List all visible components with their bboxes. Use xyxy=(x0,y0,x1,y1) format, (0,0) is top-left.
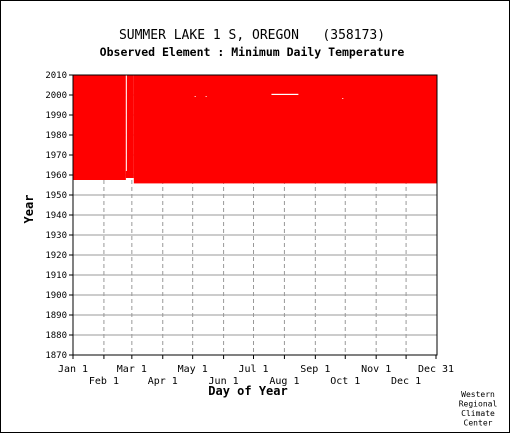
data-coverage-block xyxy=(73,75,126,180)
y-tick-label: 1940 xyxy=(45,211,67,221)
x-tick-label: Feb 1 xyxy=(89,376,119,387)
y-tick-label: 1920 xyxy=(45,251,67,261)
y-tick-label: 1880 xyxy=(45,331,67,341)
data-coverage-block xyxy=(133,75,437,184)
y-tick-label: 1900 xyxy=(45,291,67,301)
y-tick-label: 2000 xyxy=(45,91,67,101)
y-tick-label: 1890 xyxy=(45,311,67,321)
missing-data-gap xyxy=(342,98,344,99)
credit-line: Western xyxy=(461,390,495,399)
y-tick-label: 1930 xyxy=(45,231,67,241)
x-tick-label: Sep 1 xyxy=(300,364,330,375)
missing-data-gap xyxy=(194,96,196,97)
x-tick-label: Dec 1 xyxy=(391,376,421,387)
chart-title: SUMMER LAKE 1 S, OREGON (358173) xyxy=(119,28,385,43)
axes: 1870 1880 1890 1900 1910 1920 1930 1940 1950 1960… xyxy=(45,71,454,387)
missing-data-gap xyxy=(205,96,207,97)
y-tick-label: 1950 xyxy=(45,191,67,201)
x-tick-label: Jul 1 xyxy=(238,364,268,375)
data-layer xyxy=(73,75,437,184)
x-tick-label: Mar 1 xyxy=(117,364,147,375)
y-tick-label: 1970 xyxy=(45,151,67,161)
plot-border xyxy=(72,74,438,356)
x-tick-label: Aug 1 xyxy=(269,376,299,387)
missing-data-gap xyxy=(125,75,127,171)
x-tick-label: Jun 1 xyxy=(209,376,239,387)
data-coverage-block xyxy=(125,75,134,178)
chart-subtitle: Observed Element : Minimum Daily Tempera… xyxy=(100,45,405,59)
y-tick-label: 1870 xyxy=(45,351,67,361)
x-tick-label: Apr 1 xyxy=(148,376,178,387)
credit-line: Regional xyxy=(459,400,498,409)
y-axis-label: Year xyxy=(22,195,36,224)
x-tick-label: May 1 xyxy=(178,364,208,375)
y-tick-label: 1980 xyxy=(45,131,67,141)
credit-line: Climate xyxy=(461,409,495,418)
credit-line: Center xyxy=(464,419,493,428)
x-tick-label: Jan 1 xyxy=(58,364,88,375)
x-tick-label: Nov 1 xyxy=(361,364,391,375)
y-tick-label: 1910 xyxy=(45,271,67,281)
y-tick-label: 1960 xyxy=(45,171,67,181)
y-tick-label: 2010 xyxy=(45,71,67,81)
x-tick-label: Oct 1 xyxy=(330,376,360,387)
x-tick-label: Dec 31 xyxy=(418,364,454,375)
missing-data-gap xyxy=(271,93,299,95)
x-axis-label: Day of Year xyxy=(208,384,287,398)
y-tick-label: 1990 xyxy=(45,111,67,121)
